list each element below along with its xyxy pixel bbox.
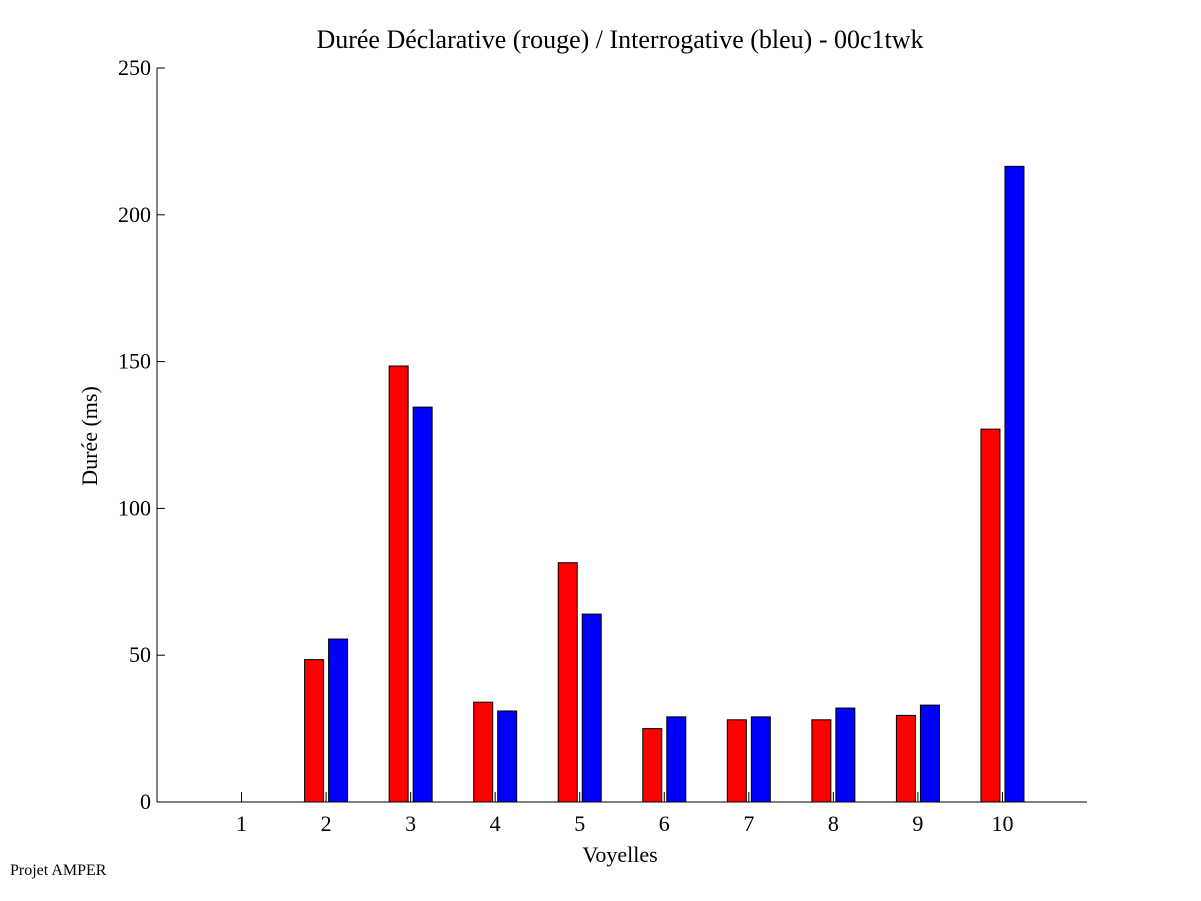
- bar: [304, 659, 325, 803]
- y-tick-label: 250: [118, 55, 151, 80]
- bar: [919, 704, 940, 803]
- bar: [412, 406, 433, 803]
- axes: 0 50 100 150 200 250 1 2 3 4 5 6 7 8 9 10: [118, 55, 1087, 836]
- bar: [557, 562, 578, 803]
- bar: [811, 719, 832, 803]
- bar: [895, 714, 916, 803]
- x-tick-label: 4: [490, 811, 501, 836]
- bar: [726, 719, 747, 803]
- x-tick-label: 1: [236, 811, 247, 836]
- bars: [304, 165, 1025, 803]
- bar: [388, 365, 409, 803]
- y-tick-label: 150: [118, 349, 151, 374]
- bar: [497, 710, 518, 803]
- footer-note: Projet AMPER: [10, 862, 107, 879]
- bar: [328, 638, 349, 803]
- bar: [980, 428, 1001, 803]
- bar: [750, 716, 771, 803]
- x-tick-label: 8: [828, 811, 839, 836]
- y-tick-label: 50: [129, 642, 151, 667]
- x-tick-label: 3: [405, 811, 416, 836]
- y-tick-label: 0: [140, 789, 151, 814]
- bar: [835, 707, 856, 803]
- y-axis-label: Durée (ms): [77, 386, 102, 486]
- y-tick-label: 200: [118, 202, 151, 227]
- bar: [581, 613, 602, 803]
- bar: [473, 701, 494, 803]
- x-tick-label: 5: [574, 811, 585, 836]
- bar: [666, 716, 687, 803]
- x-tick-label: 6: [659, 811, 670, 836]
- bar: [1004, 165, 1025, 803]
- x-tick-label: 9: [912, 811, 923, 836]
- x-axis-label: Voyelles: [582, 842, 657, 867]
- x-tick-label: 10: [991, 811, 1013, 836]
- x-tick-label: 7: [743, 811, 754, 836]
- y-tick-label: 100: [118, 495, 151, 520]
- bar: [642, 728, 663, 803]
- x-tick-label: 2: [321, 811, 332, 836]
- chart-title: Durée Déclarative (rouge) / Interrogativ…: [316, 25, 923, 54]
